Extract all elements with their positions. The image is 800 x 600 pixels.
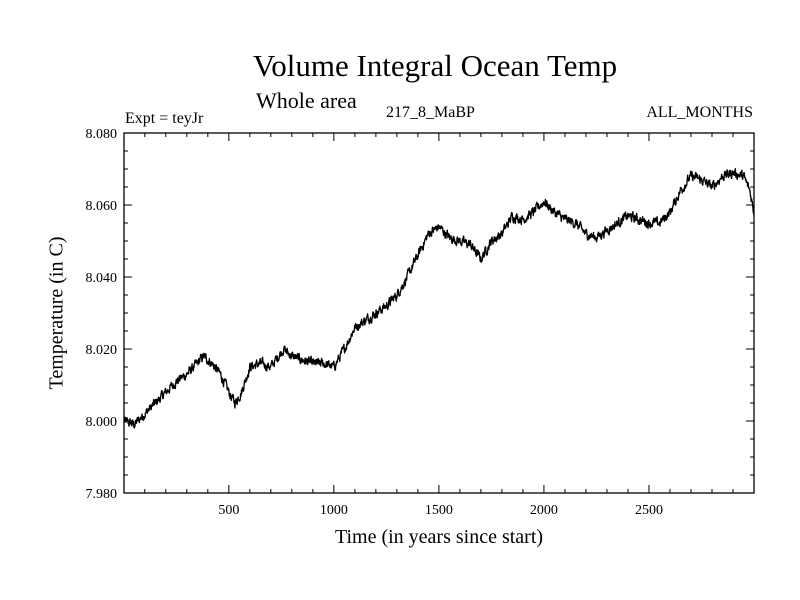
y-tick-label: 8.020 [86,343,118,358]
x-tick-label: 2000 [530,503,558,518]
experiment-label: Expt = teyJr [125,110,204,127]
y-tick-label: 8.060 [86,199,118,214]
x-tick-label: 500 [218,503,239,518]
run-label: 217_8_MaBP [386,104,475,121]
x-tick-label: 1500 [425,503,453,518]
tick-marks [124,132,754,494]
x-tick-label: 1000 [320,503,348,518]
y-tick-label: 8.080 [86,127,118,142]
series-line [123,168,755,429]
y-tick-label: 7.980 [86,487,118,502]
y-tick-label: 8.000 [86,415,118,430]
months-label: ALL_MONTHS [646,104,753,121]
chart-subtitle: Whole area [256,88,357,113]
y-tick-label: 8.040 [86,271,118,286]
tick-labels: 500 1000 1500 2000 2500 7.980 8.000 8.020 8.040 8… [86,127,663,518]
x-tick-label: 2500 [635,503,663,518]
plot-frame [123,132,755,494]
x-axis-label: Time (in years since start) [334,526,544,548]
chart-title: Volume Integral Ocean Temp [252,48,618,83]
